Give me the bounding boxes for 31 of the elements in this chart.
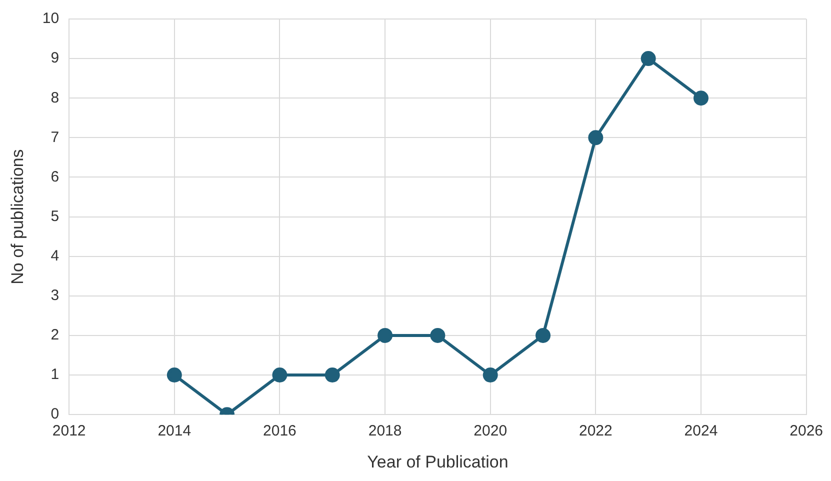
point — [640, 51, 656, 66]
y-axis-title: No of publications — [8, 149, 27, 284]
x-tick-label: 2024 — [684, 422, 718, 440]
point — [430, 328, 446, 343]
x-tick-label: 2022 — [578, 422, 612, 440]
point — [272, 368, 288, 383]
y-tick-label: 4 — [50, 248, 60, 264]
y-tick-label: 3 — [50, 287, 60, 304]
y-tick-label: 8 — [50, 89, 60, 106]
x-tick-label: 2016 — [263, 422, 296, 440]
x-tick-label: 2020 — [474, 422, 508, 440]
x-tick-label: 2014 — [158, 422, 192, 440]
x-tick-label: 2026 — [790, 422, 824, 440]
point — [166, 368, 182, 383]
y-tick-label: 1 — [50, 366, 60, 384]
x-axis-title: Year of Publication — [367, 452, 508, 472]
y-tick-label: 2 — [50, 326, 60, 344]
y-tick-label: 9 — [50, 50, 60, 67]
y-tick-label: 10 — [42, 10, 60, 28]
point — [588, 130, 604, 146]
point — [482, 368, 498, 383]
point — [324, 368, 340, 383]
point — [378, 328, 393, 343]
x-tick-label: 2018 — [368, 422, 402, 440]
y-tick-label: 6 — [50, 168, 60, 186]
y-tick-label: 7 — [50, 128, 60, 146]
y-tick-label: 0 — [50, 406, 60, 423]
y-tick-label: 5 — [50, 208, 60, 225]
point — [536, 328, 551, 343]
x-tick-label: 2012 — [52, 422, 86, 440]
point — [693, 90, 708, 106]
